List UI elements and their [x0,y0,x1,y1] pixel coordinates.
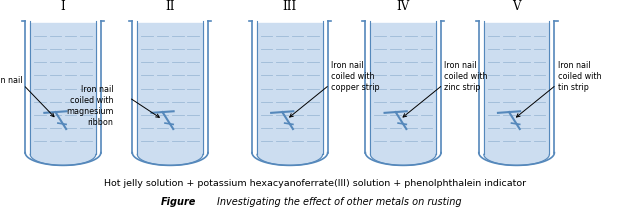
Text: I: I [60,0,66,13]
Polygon shape [30,154,96,165]
Text: Iron nail
coiled with
copper strip: Iron nail coiled with copper strip [331,61,379,92]
Text: Iron nail: Iron nail [0,76,22,85]
Text: Iron nail
coiled with
magnesium
ribbon: Iron nail coiled with magnesium ribbon [66,85,113,127]
Polygon shape [30,23,96,154]
Text: IV: IV [396,0,410,13]
Text: Iron nail
coiled with
zinc strip: Iron nail coiled with zinc strip [444,61,488,92]
Polygon shape [484,23,549,154]
Polygon shape [370,23,436,154]
Text: II: II [165,0,175,13]
Polygon shape [370,154,436,165]
Polygon shape [257,154,323,165]
Text: Hot jelly solution + potassium hexacyanoferrate(III) solution + phenolphthalein : Hot jelly solution + potassium hexacyano… [104,179,526,188]
Polygon shape [137,23,203,154]
Text: Iron nail
coiled with
tin strip: Iron nail coiled with tin strip [558,61,601,92]
Text: III: III [283,0,297,13]
Text: V: V [512,0,521,13]
Polygon shape [257,23,323,154]
Text: Investigating the effect of other metals on rusting: Investigating the effect of other metals… [217,197,462,207]
Polygon shape [137,154,203,165]
Polygon shape [484,154,549,165]
Text: Figure: Figure [161,197,196,207]
